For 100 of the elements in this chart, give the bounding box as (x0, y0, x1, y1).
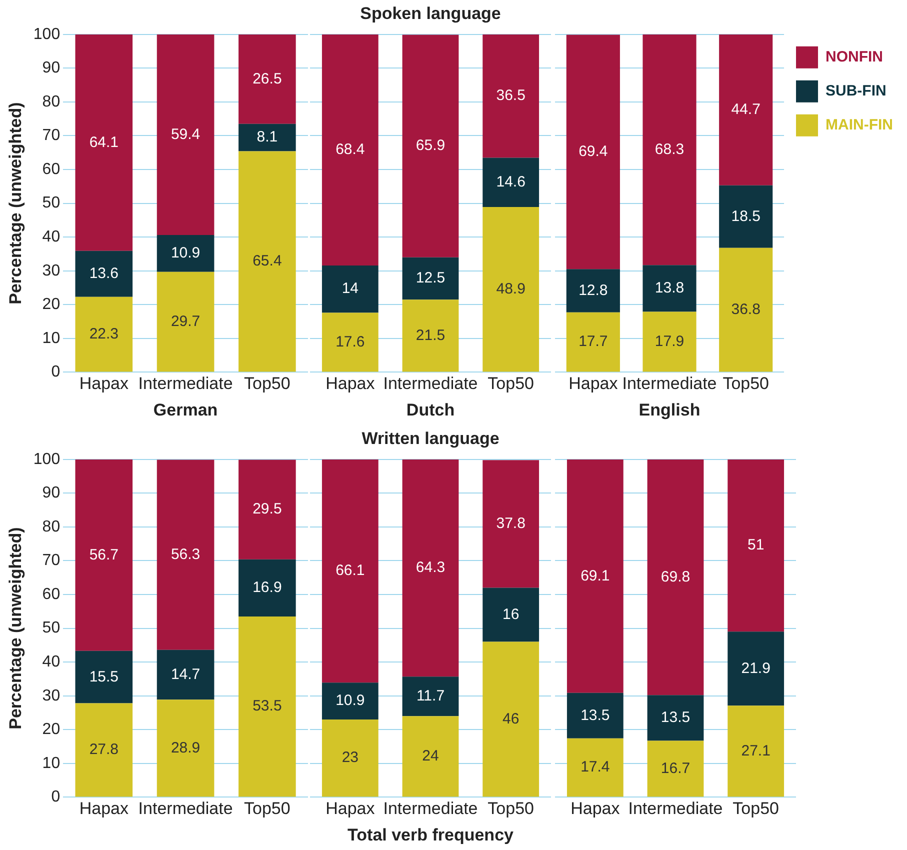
bar (156, 650, 214, 700)
x-tick-label: Hapax (570, 799, 620, 818)
bar (566, 34, 620, 270)
x-axis-title: Total verb frequency (348, 825, 514, 844)
bar (482, 642, 540, 797)
data-label: 18.5 (731, 208, 760, 225)
data-label: 29.7 (170, 312, 200, 330)
data-label: 37.8 (496, 515, 526, 532)
data-label: 13.6 (89, 265, 119, 282)
y-tick-label: 100 (33, 450, 60, 468)
x-axis-title: Dutch (406, 400, 455, 420)
bar (402, 34, 459, 258)
data-label: 64.1 (89, 134, 119, 151)
data-label: 26.5 (252, 70, 282, 88)
bar (156, 460, 214, 650)
bar (642, 265, 696, 312)
data-label: 10.9 (336, 692, 365, 710)
bar (647, 695, 704, 741)
data-label: 65.9 (416, 137, 446, 154)
y-tick-label: 80 (42, 518, 60, 536)
x-tick-label: Top50 (244, 799, 290, 818)
data-label: 56.3 (170, 546, 200, 563)
x-tick-label: Top50 (488, 374, 534, 394)
data-label: 17.6 (336, 333, 365, 350)
bar (75, 703, 133, 797)
legend-label: NONFIN (826, 48, 884, 66)
bar (402, 257, 459, 300)
y-tick-label: 20 (42, 296, 60, 314)
y-tick-label: 30 (42, 687, 60, 704)
data-label: 14.7 (170, 666, 200, 683)
y-tick-label: 90 (42, 60, 60, 77)
y-tick-label: 10 (42, 754, 60, 772)
data-label: 66.1 (336, 562, 365, 580)
data-label: 48.9 (496, 280, 526, 298)
x-tick-label: Intermediate (138, 799, 233, 818)
data-label: 68.3 (654, 140, 684, 158)
y-tick-label: 70 (42, 127, 60, 144)
bar (238, 151, 296, 372)
data-label: 16.7 (660, 760, 690, 777)
bar (482, 207, 540, 372)
bar (238, 559, 296, 616)
bar (322, 265, 378, 313)
data-label: 12.8 (578, 282, 608, 299)
y-axis-title: Percentage (unweighted) (6, 102, 25, 304)
bar (566, 692, 624, 738)
x-tick-label: Top50 (488, 799, 534, 818)
x-axis-title: German (153, 400, 218, 420)
data-label: 22.3 (89, 325, 119, 342)
data-label: 27.1 (741, 742, 770, 760)
y-tick-label: 10 (42, 330, 60, 347)
data-label: 27.8 (89, 741, 119, 758)
x-tick-label: Hapax (568, 374, 618, 394)
bar (156, 272, 214, 372)
bar (566, 312, 620, 372)
bar (647, 740, 704, 797)
bar (322, 682, 378, 720)
x-tick-label: Intermediate (628, 799, 723, 818)
data-label: 36.5 (496, 87, 526, 104)
data-label: 17.7 (578, 333, 608, 350)
y-tick-label: 30 (42, 262, 60, 280)
chart-title: Written language (362, 428, 500, 448)
data-label: 10.9 (170, 244, 200, 262)
data-label: 17.9 (654, 332, 684, 350)
x-tick-label: Hapax (79, 799, 129, 818)
bar (402, 300, 459, 372)
bar (566, 738, 624, 797)
data-label: 65.4 (252, 252, 282, 270)
legend-label: MAIN-FIN (826, 116, 894, 134)
bar (402, 716, 459, 797)
bar (482, 158, 540, 208)
data-label: 69.1 (580, 567, 610, 584)
x-tick-label: Top50 (732, 799, 779, 818)
y-tick-label: 90 (42, 484, 60, 502)
data-label: 64.3 (416, 559, 446, 576)
bar (156, 700, 214, 797)
bar (238, 34, 296, 124)
data-label: 8.1 (256, 128, 278, 146)
bar (728, 459, 784, 632)
data-label: 59.4 (170, 126, 200, 143)
y-tick-label: 0 (51, 788, 60, 806)
data-label: 11.7 (416, 688, 445, 705)
y-tick-label: 100 (33, 26, 60, 43)
bar (647, 459, 704, 696)
bar (156, 34, 214, 236)
bar (322, 720, 378, 797)
data-label: 56.7 (89, 546, 119, 564)
data-label: 13.5 (660, 709, 690, 726)
data-label: 21.5 (416, 326, 446, 344)
bar (482, 460, 540, 588)
legend-label: SUB-FIN (826, 82, 886, 100)
data-label: 23 (342, 749, 359, 766)
data-label: 14.6 (496, 173, 526, 190)
bar (728, 632, 784, 706)
x-tick-label: Hapax (326, 799, 376, 818)
y-tick-label: 20 (42, 721, 60, 738)
data-label: 68.4 (336, 141, 365, 158)
y-tick-label: 0 (51, 364, 60, 381)
bar (75, 296, 133, 372)
bar (566, 269, 620, 312)
data-label: 24 (422, 748, 439, 765)
